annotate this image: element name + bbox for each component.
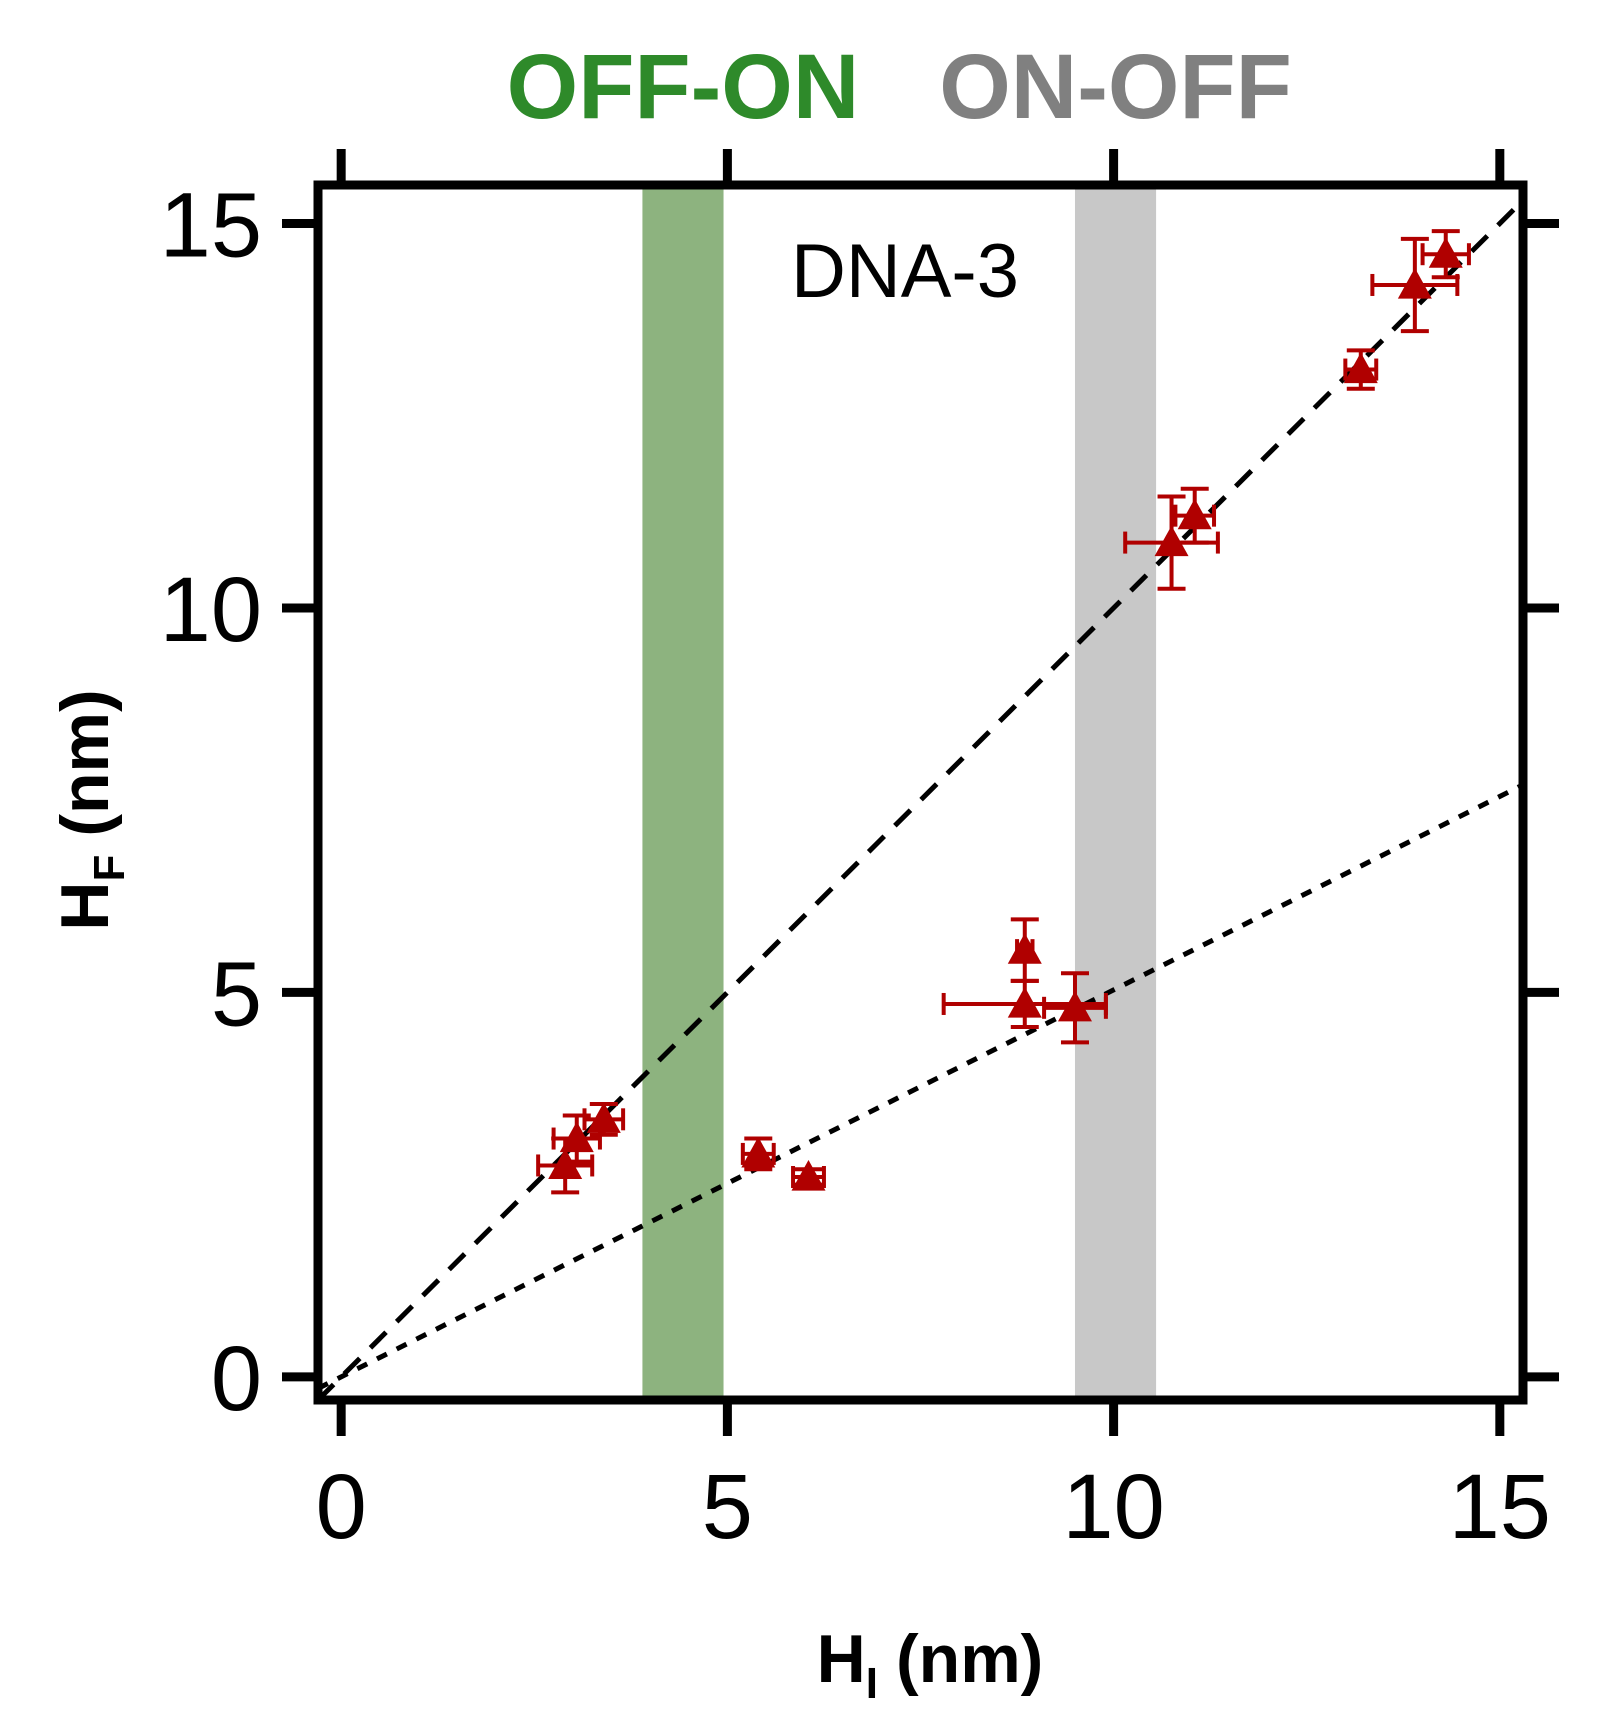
triangle-marker xyxy=(791,1159,826,1191)
triangle-marker xyxy=(1057,990,1092,1022)
data-point-3 xyxy=(582,1101,626,1137)
triangle-marker xyxy=(1428,237,1463,268)
triangle-marker xyxy=(586,1102,621,1133)
triangle-marker xyxy=(1154,525,1189,557)
data-point-2 xyxy=(551,1113,602,1164)
triangle-marker xyxy=(1343,352,1378,384)
plot-border xyxy=(313,180,1528,1405)
triangle-marker xyxy=(741,1136,776,1168)
plot-frame xyxy=(313,180,1528,1405)
data-point-13 xyxy=(1420,229,1471,280)
y-tick-label-15: 15 xyxy=(160,174,262,276)
triangle-marker xyxy=(1177,498,1212,530)
y-axis-label-unit: (nm) xyxy=(47,689,123,836)
axis-ticks: 0 5 10 15 0 5 10 15 xyxy=(160,149,1559,1558)
band-on-off xyxy=(1074,185,1157,1400)
x-axis-label: HI (nm) xyxy=(817,1621,1044,1708)
triangle-marker xyxy=(559,1121,594,1153)
x-tick-label-5: 5 xyxy=(702,1456,753,1558)
fit-line-dashed xyxy=(318,198,1523,1400)
x-tick-label-15: 15 xyxy=(1449,1456,1551,1558)
data-point-10 xyxy=(1173,486,1217,545)
fit-lines xyxy=(318,198,1523,1400)
fit-line-dotted xyxy=(318,782,1523,1391)
triangle-marker xyxy=(548,1148,583,1180)
x-axis-label-main: H xyxy=(817,1621,866,1697)
triangle-marker xyxy=(1007,986,1042,1018)
band-titles: OFF-ON ON-OFF xyxy=(507,36,1292,138)
y-tick-label-5: 5 xyxy=(211,943,262,1045)
highlight-bands xyxy=(642,185,1157,1400)
y-axis-label: HF (nm) xyxy=(47,689,134,930)
data-points xyxy=(536,229,1471,1195)
y-axis-label-main: H xyxy=(47,882,123,931)
x-tick-label-10: 10 xyxy=(1062,1456,1164,1558)
x-axis-label-unit: (nm) xyxy=(896,1621,1043,1697)
data-point-8 xyxy=(1042,971,1108,1045)
band-off-on xyxy=(642,185,724,1400)
triangle-marker xyxy=(1397,267,1432,299)
triangle-marker xyxy=(1007,933,1042,964)
x-tick-label-0: 0 xyxy=(316,1456,367,1558)
data-point-4 xyxy=(740,1136,776,1172)
y-axis-label-subscript: F xyxy=(85,855,134,882)
y-tick-label-10: 10 xyxy=(160,559,262,661)
data-point-5 xyxy=(791,1159,826,1191)
chart-title: DNA-3 xyxy=(791,229,1019,314)
data-point-11 xyxy=(1343,348,1379,391)
data-point-12 xyxy=(1370,236,1460,334)
data-point-6 xyxy=(1007,917,1042,983)
y-tick-label-0: 0 xyxy=(211,1328,262,1430)
band-title-off-on: OFF-ON xyxy=(507,36,860,138)
x-axis-label-subscript: I xyxy=(866,1659,878,1708)
band-title-on-off: ON-OFF xyxy=(939,36,1292,138)
